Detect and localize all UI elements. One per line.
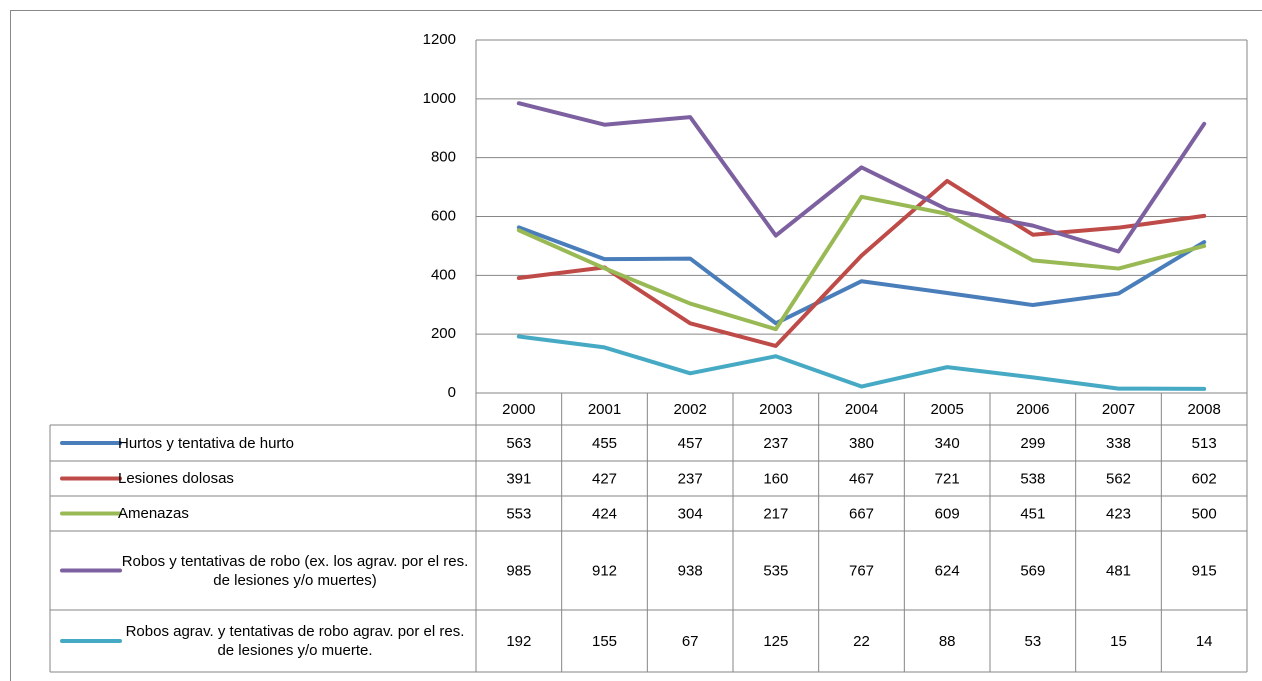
table-value: 125 — [763, 633, 788, 650]
table-value: 67 — [682, 633, 699, 650]
table-value: 569 — [1020, 562, 1045, 579]
table-value: 912 — [592, 562, 617, 579]
table-value: 237 — [678, 470, 703, 487]
x-tick-label: 2003 — [759, 401, 792, 418]
series-line — [516, 225, 1207, 326]
x-tick-label: 2004 — [845, 401, 878, 418]
table-value: 304 — [678, 505, 703, 522]
table-value: 380 — [849, 435, 874, 452]
table-value: 513 — [1192, 435, 1217, 452]
table-value: 467 — [849, 470, 874, 487]
table-value: 767 — [849, 562, 874, 579]
y-tick-label: 200 — [431, 325, 456, 342]
table-value: 915 — [1192, 562, 1217, 579]
y-tick-label: 0 — [448, 384, 456, 401]
table-value: 391 — [506, 470, 531, 487]
y-tick-label: 1200 — [423, 31, 456, 48]
y-tick-label: 400 — [431, 266, 456, 283]
table-value: 553 — [506, 505, 531, 522]
legend-label: Robos agrav. y tentativas de robo agrav.… — [125, 623, 465, 659]
x-tick-label: 2006 — [1016, 401, 1049, 418]
table-value: 609 — [935, 505, 960, 522]
table-value: 14 — [1196, 633, 1213, 650]
series-line — [516, 101, 1207, 254]
x-tick-label: 2002 — [673, 401, 706, 418]
table-value: 299 — [1020, 435, 1045, 452]
table-value: 721 — [935, 470, 960, 487]
table-value: 160 — [763, 470, 788, 487]
x-tick-label: 2000 — [502, 401, 535, 418]
table-value: 192 — [506, 633, 531, 650]
table-value: 538 — [1020, 470, 1045, 487]
table-value: 455 — [592, 435, 617, 452]
table-value: 217 — [763, 505, 788, 522]
x-tick-label: 2008 — [1187, 401, 1220, 418]
table-value: 481 — [1106, 562, 1131, 579]
table-value: 53 — [1024, 633, 1041, 650]
table-value: 15 — [1110, 633, 1127, 650]
table-value: 451 — [1020, 505, 1045, 522]
chart-frame — [10, 10, 1262, 681]
y-tick-label: 600 — [431, 207, 456, 224]
x-tick-label: 2005 — [930, 401, 963, 418]
table-value: 938 — [678, 562, 703, 579]
series-line — [516, 178, 1207, 348]
x-tick-label: 2001 — [588, 401, 621, 418]
table-value: 535 — [763, 562, 788, 579]
table-value: 457 — [678, 435, 703, 452]
legend-label: Amenazas — [118, 505, 189, 522]
table-value: 562 — [1106, 470, 1131, 487]
table-value: 155 — [592, 633, 617, 650]
legend-label: Lesiones dolosas — [118, 470, 234, 487]
y-tick-label: 1000 — [423, 90, 456, 107]
table-value: 340 — [935, 435, 960, 452]
table-value: 22 — [853, 633, 870, 650]
series-line — [516, 194, 1207, 332]
table-value: 500 — [1192, 505, 1217, 522]
x-tick-label: 2007 — [1102, 401, 1135, 418]
table-value: 338 — [1106, 435, 1131, 452]
table-value: 563 — [506, 435, 531, 452]
series-line — [516, 334, 1207, 391]
y-tick-label: 800 — [431, 149, 456, 166]
table-value: 667 — [849, 505, 874, 522]
table-value: 602 — [1192, 470, 1217, 487]
table-value: 427 — [592, 470, 617, 487]
table-value: 424 — [592, 505, 617, 522]
table-value: 624 — [935, 562, 960, 579]
table-value: 423 — [1106, 505, 1131, 522]
legend-label: Robos y tentativas de robo (ex. los agra… — [121, 552, 469, 589]
table-value: 88 — [939, 633, 956, 650]
table-value: 985 — [506, 562, 531, 579]
legend-label: Hurtos y tentativa de hurto — [118, 434, 294, 452]
table-value: 237 — [763, 435, 788, 452]
